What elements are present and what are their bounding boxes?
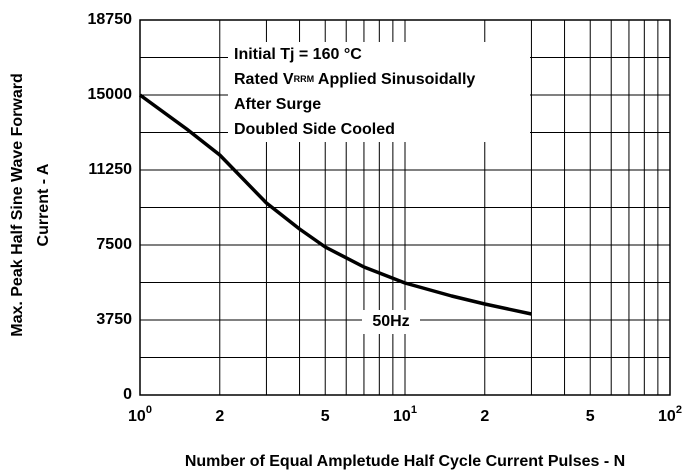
x-tick-label-base: 2 — [480, 408, 489, 425]
x-tick-label: 100 — [128, 404, 152, 425]
y-axis-label: Current - A — [35, 163, 52, 246]
annotation: Doubled Side Cooled — [234, 121, 395, 138]
curve-label-bg — [362, 310, 420, 334]
curve-label: 50Hz — [372, 313, 409, 330]
annotation-part: Rated V — [234, 71, 294, 88]
x-tick-label-base: 5 — [586, 408, 595, 425]
x-tick-label-base: 10 — [128, 408, 146, 425]
y-tick-label: 11250 — [88, 161, 132, 178]
annotation-bg — [228, 42, 530, 142]
x-tick-label-base: 10 — [658, 408, 676, 425]
y-tick-label: 3750 — [96, 311, 132, 328]
annotation: After Surge — [234, 96, 321, 113]
annotation: Initial Tj = 160 °C — [234, 46, 362, 63]
x-tick-label: 5 — [586, 408, 595, 425]
x-tick-label-base: 5 — [321, 408, 330, 425]
annotation-part: RRM — [294, 74, 315, 84]
x-tick-label-exp: 1 — [411, 404, 417, 416]
line — [138, 93, 532, 316]
x-tick-label-base: 2 — [215, 408, 224, 425]
y-tick-label: 7500 — [96, 236, 132, 253]
x-tick-label: 2 — [215, 408, 224, 425]
annotation: Rated VRRM Applied Sinusoidally — [234, 71, 475, 88]
plot-frame — [139, 19, 671, 396]
x-tick-label-exp: 2 — [676, 404, 682, 416]
x-tick-label: 2 — [480, 408, 489, 425]
y-axis-label: Max. Peak Half Sine Wave Forward — [9, 73, 26, 337]
x-tick-label: 5 — [321, 408, 330, 425]
y-tick-label: 0 — [123, 386, 132, 403]
x-tick-label: 101 — [393, 404, 417, 425]
y-tick-label: 15000 — [88, 86, 133, 103]
y-tick-label: 18750 — [88, 11, 133, 28]
x-axis-label: Number of Equal Ampletude Half Cycle Cur… — [185, 453, 625, 470]
x-tick-label-base: 10 — [393, 408, 411, 425]
x-tick-label: 102 — [658, 404, 682, 425]
annotation-part: Applied Sinusoidally — [314, 71, 475, 88]
x-tick-label-exp: 0 — [146, 404, 152, 416]
